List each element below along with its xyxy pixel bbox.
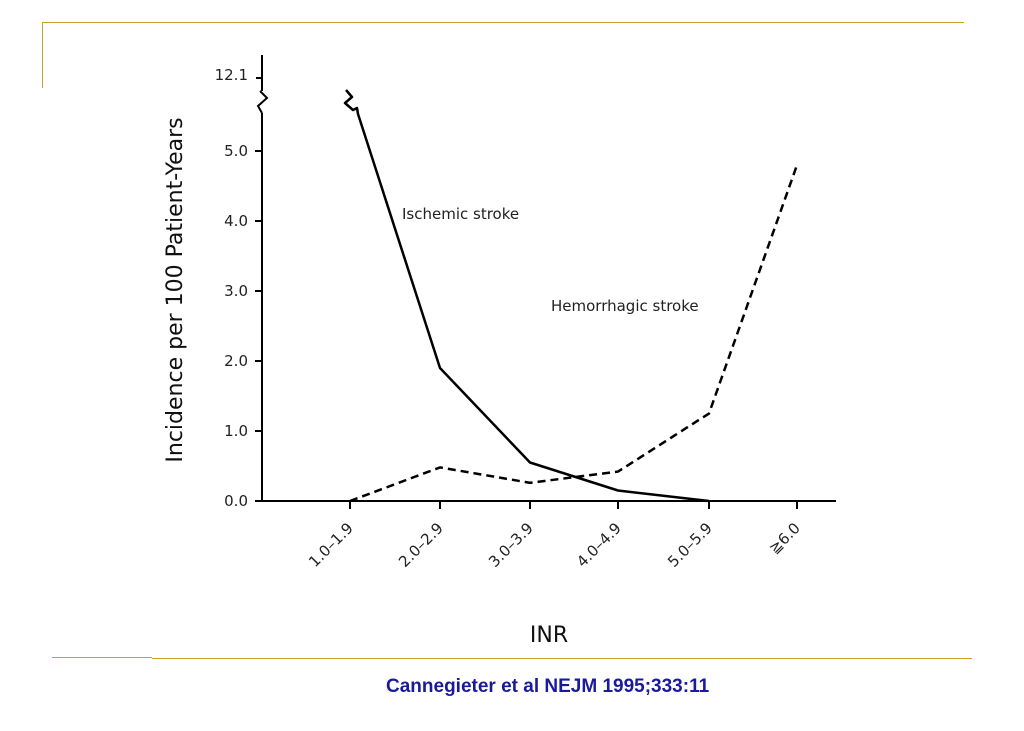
y-tick-label: 3.0 — [224, 282, 248, 300]
y-tick-label: 4.0 — [224, 212, 248, 230]
bottom-rule-left — [52, 657, 152, 658]
x-tick-label: 1.0–1.9 — [305, 519, 357, 571]
x-axis-title: INR — [530, 623, 568, 648]
y-axis-break — [256, 90, 269, 114]
series-ischemic-stroke-line — [343, 89, 710, 503]
bottom-rule — [152, 658, 972, 659]
y-tick-label: 2.0 — [224, 352, 248, 370]
y-tick-label: 1.0 — [224, 422, 248, 440]
series-label-ischemic: Ischemic stroke — [402, 205, 519, 223]
series-lines — [343, 89, 799, 503]
x-tick-label: 2.0–2.9 — [395, 519, 447, 571]
x-tick-label: 3.0–3.9 — [485, 519, 537, 571]
series-hemorrhagic-stroke-line — [349, 164, 799, 503]
y-axis-title: Incidence per 100 Patient-Years — [163, 117, 188, 462]
left-border-line — [42, 22, 43, 88]
citation-text: Cannegieter et al NEJM 1995;333:11 — [386, 676, 710, 697]
y-tick-label-break: 12.1 — [215, 66, 248, 84]
x-tick-label: 4.0–4.9 — [573, 519, 625, 571]
axes — [255, 55, 836, 509]
y-tick-label: 5.0 — [224, 142, 248, 160]
chart-labels: 0.0 1.0 2.0 3.0 4.0 5.0 12.1 1.0–1.9 2.0–2.9 3.0–… — [163, 66, 804, 648]
y-tick-label: 0.0 — [224, 492, 248, 510]
series-label-hemorrhagic: Hemorrhagic stroke — [551, 297, 699, 315]
top-border-line — [42, 22, 964, 23]
x-tick-label: 5.0–5.9 — [664, 519, 716, 571]
x-tick-label: ≧6.0 — [765, 519, 803, 557]
